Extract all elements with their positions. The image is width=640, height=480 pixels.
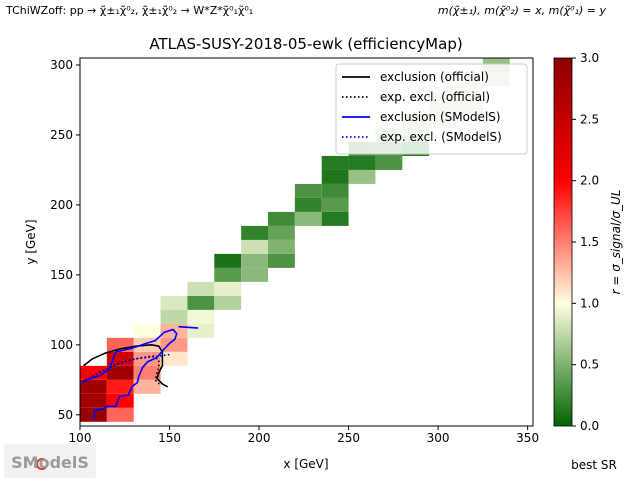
y-tick-label: 50: [58, 408, 73, 422]
legend-label: exp. excl. (SModelS): [380, 130, 502, 144]
x-tick-label: 150: [158, 431, 181, 445]
colorbar-tick-label: 0.0: [580, 419, 599, 433]
y-axis-label: y [GeV]: [24, 219, 38, 264]
heatmap-cell: [483, 44, 510, 58]
colorbar-tick-label: 0.5: [580, 358, 599, 372]
heatmap-cell: [187, 281, 215, 296]
heatmap-cell: [133, 365, 161, 380]
heatmap-cell: [187, 323, 215, 338]
heatmap-cell: [294, 197, 322, 212]
exclusion-smodels-line: [178, 325, 199, 329]
heatmap-cell: [241, 267, 269, 282]
x-tick-label: 200: [248, 431, 271, 445]
heatmap-cell: [268, 225, 295, 240]
heatmap-cell: [241, 239, 269, 254]
heatmap-cell: [294, 211, 322, 226]
heatmap-cell: [106, 393, 134, 408]
x-tick-label: 100: [69, 431, 92, 445]
heatmap-cell: [160, 295, 188, 310]
heatmap-cell: [268, 239, 295, 254]
heatmap-cell: [160, 351, 188, 366]
heatmap-cell: [294, 183, 322, 198]
heatmap-cell: [187, 295, 215, 310]
heatmap-cell: [510, 44, 537, 58]
process-header: TChiWZoff: pp → χ̃±₁χ̃⁰₂, χ̃±₁χ̃⁰₂ → W*Z…: [5, 4, 253, 17]
heatmap-cell: [214, 253, 242, 268]
heatmap-cell: [133, 323, 161, 338]
x-tick-label: 250: [337, 431, 360, 445]
legend: exclusion (official) exp. excl. (official…: [335, 63, 528, 155]
heatmap-cell: [321, 183, 349, 198]
colorbar-label: r = σ_signal/σ_UL: [609, 190, 623, 295]
heatmap-cell: [348, 155, 376, 170]
smodels-logo-text: SModelS: [11, 453, 89, 472]
best-sr-label: best SR: [571, 458, 617, 472]
colorbar-tick-label: 2.0: [580, 174, 599, 188]
heatmap-cell: [133, 351, 161, 366]
heatmap-cell: [321, 197, 349, 212]
colorbar-gradient: [553, 57, 573, 427]
legend-label: exclusion (official): [380, 70, 489, 84]
heatmap-cell: [241, 225, 269, 240]
heatmap-cell: [106, 365, 134, 380]
heatmap-cell: [241, 253, 269, 268]
y-tick-label: 250: [50, 128, 73, 142]
chart-title: ATLAS-SUSY-2018-05-ewk (efficiencyMap): [149, 35, 462, 53]
heatmap-cell: [321, 155, 349, 170]
x-tick-label: 300: [427, 431, 450, 445]
y-tick-label: 150: [50, 268, 73, 282]
heatmap-cell: [160, 309, 188, 324]
y-tick-label: 100: [50, 338, 73, 352]
colorbar: 0.0 0.5 1.0 1.5 2.0 2.5 3.0 r = σ_signal/σ_UL: [553, 51, 623, 433]
colorbar-tick-label: 3.0: [580, 51, 599, 65]
legend-label: exp. excl. (official): [380, 90, 490, 104]
heatmap-cell: [80, 393, 107, 408]
smodels-logo: SModelS: [4, 444, 96, 478]
x-tick-label: 350: [516, 431, 539, 445]
heatmap-cell: [348, 169, 376, 184]
exclusion-smodels-line: [81, 328, 178, 419]
heatmap-cell: [106, 337, 134, 352]
heatmap-cell: [160, 337, 188, 352]
heatmap-cell: [375, 155, 403, 170]
x-axis-label: x [GeV]: [283, 457, 328, 471]
colorbar-tick-label: 1.0: [580, 296, 599, 310]
mass-header: m(χ̃±₁), m(χ̃⁰₂) = x, m(χ̃⁰₁) = y: [438, 4, 607, 17]
heatmap-cell: [214, 281, 242, 296]
colorbar-tick-label: 1.5: [580, 235, 599, 249]
y-tick-label: 300: [50, 58, 73, 72]
heatmap-cell: [106, 407, 134, 422]
heatmap-cell: [321, 169, 349, 184]
y-tick-label: 200: [50, 198, 73, 212]
heatmap-cell: [268, 211, 295, 226]
heatmap-cell: [321, 211, 349, 226]
heatmap-cell: [80, 407, 107, 422]
heatmap-cell: [106, 351, 134, 366]
heatmap-cell: [187, 309, 215, 324]
heatmap-cell: [80, 379, 107, 394]
legend-box: [335, 63, 528, 155]
heatmap-cell: [214, 267, 242, 282]
exclusion-official-line: [83, 343, 169, 388]
colorbar-tick-label: 2.5: [580, 112, 599, 126]
heatmap-cell: [268, 253, 295, 268]
heatmap-cell: [133, 379, 161, 394]
heatmap-cell: [80, 365, 107, 380]
exp-excl-smodels-line: [84, 353, 170, 382]
plot-frame: [79, 57, 534, 427]
legend-label: exclusion (SModelS): [380, 110, 501, 124]
heatmap-cell: [214, 295, 242, 310]
heatmap-cell: [106, 379, 134, 394]
